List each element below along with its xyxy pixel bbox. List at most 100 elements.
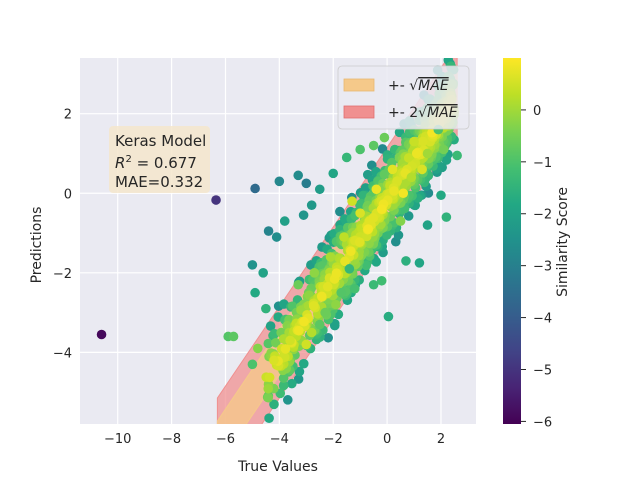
scatter-point [452, 150, 462, 161]
scatter-point [287, 378, 297, 389]
scatter-point [422, 148, 433, 159]
scatter-point [306, 200, 317, 210]
scatter-point [264, 372, 275, 383]
scatter-point [211, 195, 221, 205]
scatter-point [376, 275, 387, 286]
model-annotation: Keras Model R2 = 0.677 MAE=0.332 [109, 126, 210, 193]
scatter-point [328, 168, 339, 179]
scatter-point [346, 246, 356, 256]
scatter-point [335, 206, 345, 217]
scatter-point [263, 226, 274, 236]
scatter-point [314, 319, 325, 330]
x-tick-label: −6 [216, 432, 235, 447]
scatter-point [368, 140, 379, 151]
scatter-point [278, 373, 289, 383]
scatter-point [382, 230, 392, 240]
colorbar-label: Similarity Score [555, 187, 571, 297]
x-tick-labels: −10 −8 −6 −4 −2 0 2 [104, 432, 445, 447]
x-tick-label: −2 [324, 432, 343, 447]
scatter-point [363, 224, 374, 234]
scatter-point [250, 183, 260, 194]
scatter-point [314, 184, 325, 195]
annotation-r2: R2 = 0.677 [115, 154, 197, 172]
scatter-point [355, 144, 365, 155]
legend-label-sqrt-mae: +- √MAE [388, 78, 449, 94]
legend-swatch-sqrt-mae [343, 78, 375, 92]
scatter-point [293, 170, 304, 181]
colorbar-tick-label: −4 [533, 312, 552, 327]
scatter-point [403, 153, 414, 163]
y-tick-label: −2 [53, 267, 72, 282]
x-tick-label: 0 [383, 432, 391, 447]
scatter-point [279, 216, 290, 226]
colorbar-gradient [503, 58, 521, 424]
scatter-point [395, 216, 406, 226]
legend: +- √MAE +- 2√MAE [337, 65, 470, 130]
y-tick-label: −4 [53, 346, 72, 361]
scatter-point [398, 188, 409, 199]
legend-swatch-2sqrt-mae [343, 105, 375, 119]
legend-label-2sqrt-mae: +- 2√MAE [388, 105, 458, 121]
scatter-point [278, 380, 289, 391]
x-tick-label: −10 [104, 432, 131, 447]
annotation-mae: MAE=0.332 [115, 173, 203, 191]
colorbar: 0 −1 −2 −3 −4 −5 −6 Similarity Score [503, 58, 571, 430]
scatter-point [371, 257, 382, 267]
scatter-point [316, 291, 327, 302]
scatter-point [270, 337, 281, 348]
scatter-point [441, 212, 452, 222]
scatter-point [379, 132, 390, 143]
scatter-point [265, 321, 276, 331]
scatter-point [383, 311, 394, 322]
scatter-point [320, 307, 330, 318]
x-tick-label: −4 [270, 432, 289, 447]
scatter-point [301, 178, 312, 189]
scatter-point [250, 287, 260, 298]
scatter-point [438, 144, 449, 155]
scatter-point [331, 299, 341, 310]
scatter-point [280, 344, 291, 354]
scatter-point [282, 395, 293, 405]
scatter-point [323, 332, 333, 343]
scatter-point [387, 164, 398, 175]
scatter-point [411, 148, 422, 159]
colorbar-tick-label: −6 [533, 415, 552, 430]
scatter-point [298, 358, 309, 369]
scatter-point [269, 399, 279, 410]
scatter-point [336, 287, 347, 298]
y-tick-label: 0 [64, 187, 72, 202]
scatter-point [344, 264, 355, 274]
scatter-point [401, 256, 411, 266]
annotation-box [109, 126, 210, 193]
scatter-point [340, 256, 350, 267]
scatter-point [252, 343, 263, 354]
scatter-point [261, 303, 271, 314]
scatter-point [263, 338, 274, 349]
scatter-point [349, 283, 360, 294]
scatter-point [393, 230, 404, 240]
scatter-point [371, 184, 382, 195]
scatter-point [96, 329, 107, 340]
scatter-point [325, 252, 336, 262]
colorbar-ticks: 0 −1 −2 −3 −4 −5 −6 [521, 104, 552, 430]
y-axis-label: Predictions [29, 207, 45, 284]
scatter-point [360, 183, 371, 193]
scatter-point [341, 152, 352, 163]
scatter-point [306, 327, 317, 338]
scatter-point [417, 164, 427, 175]
scatter-point [376, 204, 387, 214]
scatter-point [368, 279, 379, 290]
x-tick-label: −8 [162, 432, 181, 447]
x-axis-label: True Values [237, 459, 318, 475]
scatter-point [308, 301, 319, 311]
scatter-point [294, 325, 304, 336]
scatter-point [441, 155, 452, 165]
scatter-point [322, 281, 333, 292]
scatter-point [298, 210, 309, 220]
scatter-point [263, 392, 274, 403]
scatter-point [285, 335, 295, 346]
colorbar-tick-label: −3 [533, 260, 552, 275]
scatter-point [448, 44, 458, 54]
scatter-point [355, 208, 365, 218]
